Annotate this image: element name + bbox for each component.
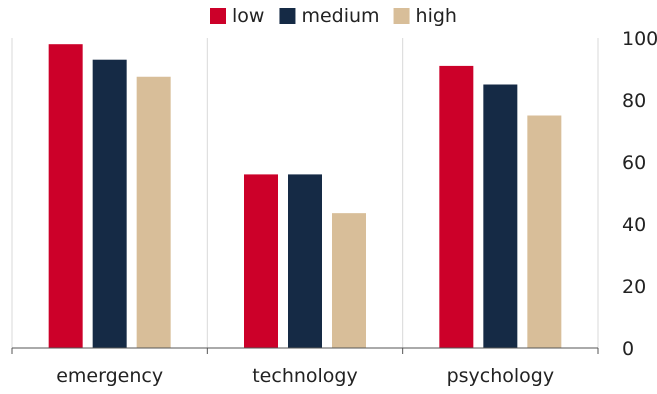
legend-label-high: high — [416, 5, 457, 27]
axis-layer: emergency technology psychology 0 20 40 60 80 10… — [11, 28, 657, 387]
legend: low medium high — [210, 5, 457, 27]
bar-high-psychology — [527, 115, 562, 348]
y-tick-label-80: 80 — [622, 90, 646, 112]
legend-label-medium: medium — [301, 5, 379, 27]
bar-high-technology — [332, 213, 366, 348]
bar-low-emergency — [48, 44, 83, 348]
bars-layer — [48, 44, 562, 349]
x-tick-label-psychology: psychology — [447, 365, 555, 387]
bar-medium-technology — [288, 174, 322, 348]
grid-layer — [11, 38, 599, 348]
legend-swatch-low — [210, 8, 226, 24]
x-tick-label-technology: technology — [252, 365, 358, 387]
y-tick-label-0: 0 — [622, 338, 634, 360]
bar-low-technology — [244, 174, 278, 348]
bar-high-emergency — [136, 76, 171, 348]
y-tick-label-40: 40 — [622, 214, 646, 236]
bar-medium-psychology — [483, 84, 518, 348]
bar-low-psychology — [439, 65, 474, 349]
y-tick-label-60: 60 — [622, 152, 646, 174]
x-tick-label-emergency: emergency — [56, 365, 163, 387]
y-tick-label-100: 100 — [622, 28, 657, 50]
y-tick-label-20: 20 — [622, 276, 646, 298]
legend-swatch-medium — [279, 8, 296, 24]
legend-swatch-high — [393, 8, 410, 24]
legend-label-low: low — [232, 5, 264, 27]
bar-medium-emergency — [92, 59, 127, 348]
